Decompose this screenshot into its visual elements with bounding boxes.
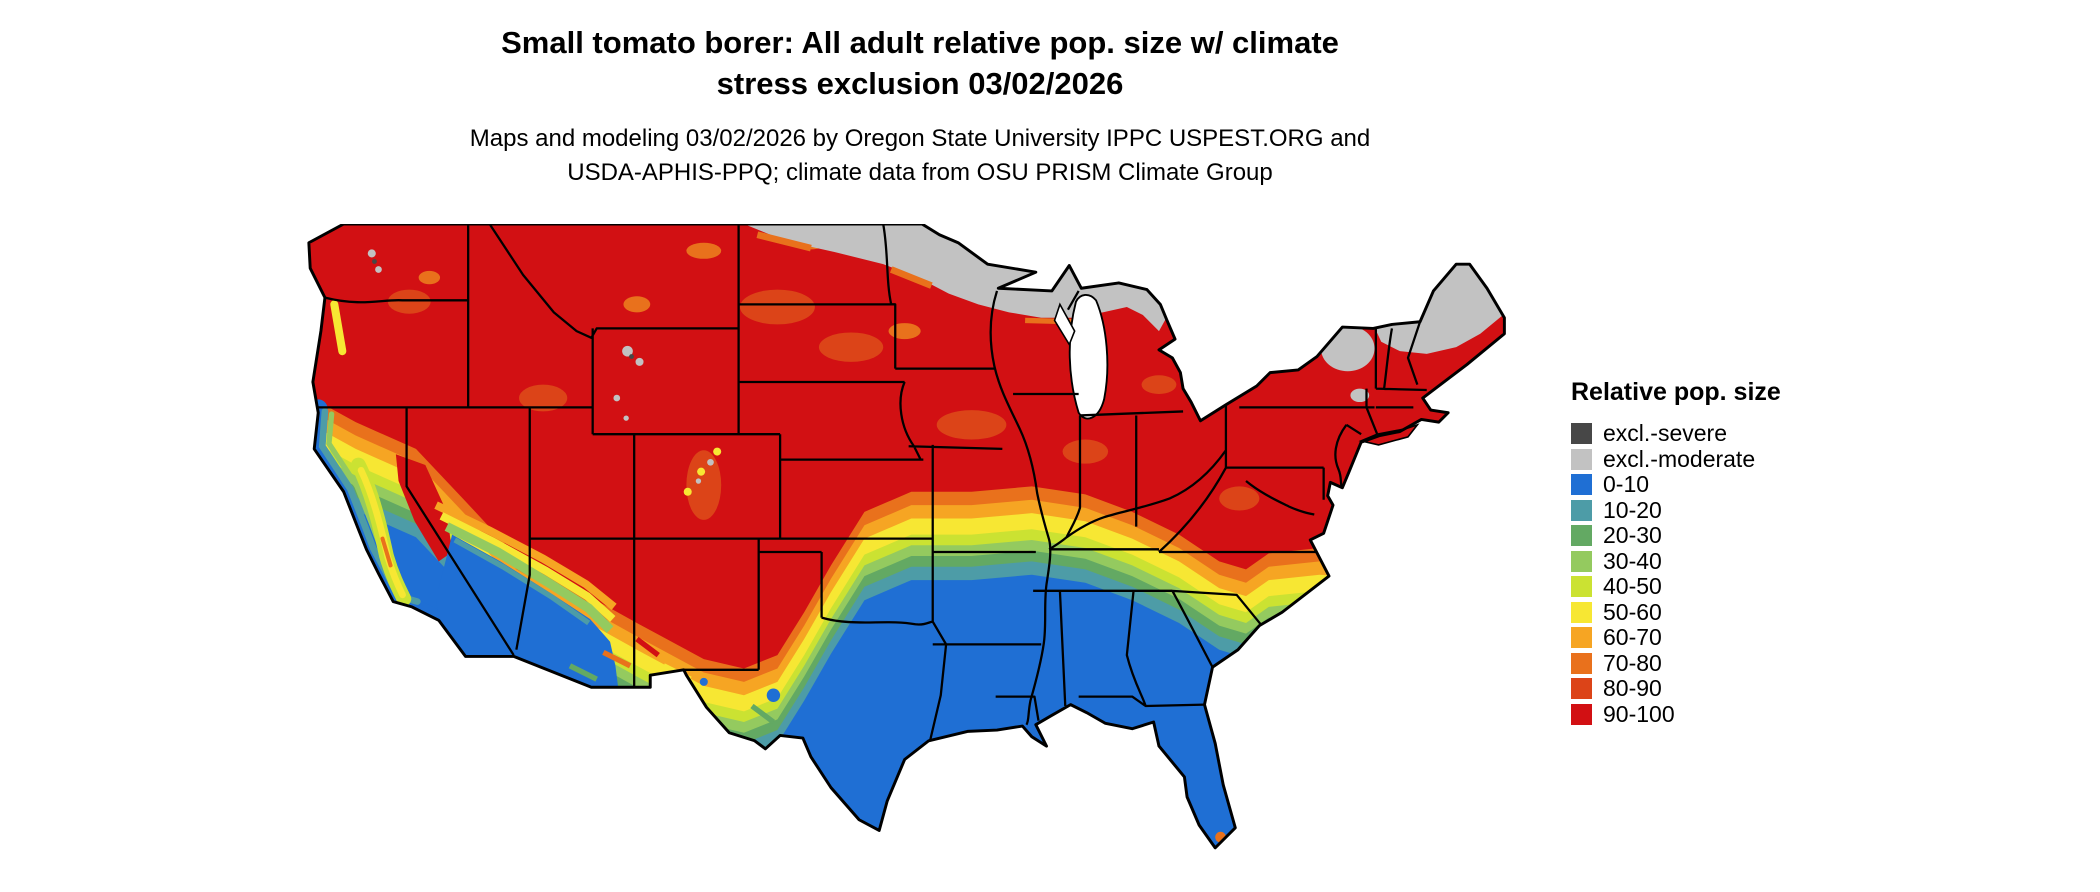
map-subtitle-line1: Maps and modeling 03/02/2026 by Oregon S… — [469, 125, 1371, 152]
map-title-line2: stress exclusion 03/02/2026 — [716, 66, 1124, 101]
legend-swatch-40-50 — [1571, 576, 1592, 598]
us-map — [302, 222, 1534, 880]
legend-swatch-excl-severe — [1571, 423, 1592, 445]
legend-label: excl.-severe — [1603, 420, 1727, 447]
legend-row: 40-50 — [1571, 574, 1901, 600]
southwest-deserts — [434, 501, 781, 725]
legend-swatch-50-60 — [1571, 601, 1592, 623]
map-subtitle-line2: USDA-APHIS-PPQ; climate data from OSU PR… — [567, 159, 1273, 186]
legend: Relative pop. size excl.-severe excl.-mo… — [1571, 378, 1901, 727]
legend-label: excl.-moderate — [1603, 445, 1756, 472]
legend-row: excl.-severe — [1571, 421, 1901, 447]
map-title: Small tomato borer: All adult relative p… — [0, 22, 1840, 104]
legend-swatch-20-30 — [1571, 525, 1592, 547]
great-lakes — [1053, 294, 1109, 420]
legend-label: 50-60 — [1603, 598, 1662, 625]
legend-swatch-80-90 — [1571, 678, 1592, 700]
legend-label: 10-20 — [1603, 496, 1662, 523]
legend-swatch-60-70 — [1571, 627, 1592, 649]
legend-label: 60-70 — [1603, 624, 1662, 651]
willamette-valley — [330, 300, 347, 356]
florida-tip-spots — [1215, 831, 1232, 848]
legend-row: 50-60 — [1571, 598, 1901, 626]
legend-swatch-0-10 — [1571, 474, 1592, 496]
legend-label: 90-100 — [1603, 700, 1675, 727]
legend-row: 0-10 — [1571, 472, 1901, 498]
legend-row: 90-100 — [1571, 700, 1901, 728]
legend-swatch-70-80 — [1571, 652, 1592, 674]
us-outline — [307, 222, 1506, 850]
legend-swatch-30-40 — [1571, 550, 1592, 572]
state-borders — [312, 224, 1427, 742]
legend-label: 20-30 — [1603, 522, 1662, 549]
legend-label: 30-40 — [1603, 547, 1662, 574]
map-title-line1: Small tomato borer: All adult relative p… — [501, 25, 1339, 60]
legend-row: 30-40 — [1571, 547, 1901, 575]
legend-row: 10-20 — [1571, 496, 1901, 524]
central-valley — [351, 457, 412, 607]
legend-swatch-90-100 — [1571, 703, 1592, 725]
legend-label: 40-50 — [1603, 573, 1662, 600]
legend-row: 20-30 — [1571, 523, 1901, 549]
legend-title: Relative pop. size — [1571, 378, 1781, 406]
legend-row: 70-80 — [1571, 649, 1901, 677]
us-map-svg — [307, 222, 1506, 850]
map-subtitle: Maps and modeling 03/02/2026 by Oregon S… — [0, 122, 1840, 190]
legend-row: 80-90 — [1571, 676, 1901, 702]
population-bands — [308, 224, 1505, 848]
legend-label: 80-90 — [1603, 675, 1662, 702]
legend-row: 60-70 — [1571, 625, 1901, 651]
legend-label: 0-10 — [1603, 471, 1650, 498]
legend-swatch-excl-moderate — [1571, 448, 1592, 470]
legend-label: 70-80 — [1603, 649, 1662, 676]
mountain-specks — [367, 249, 722, 496]
legend-swatch-10-20 — [1571, 499, 1592, 521]
legend-row: excl.-moderate — [1571, 445, 1901, 473]
